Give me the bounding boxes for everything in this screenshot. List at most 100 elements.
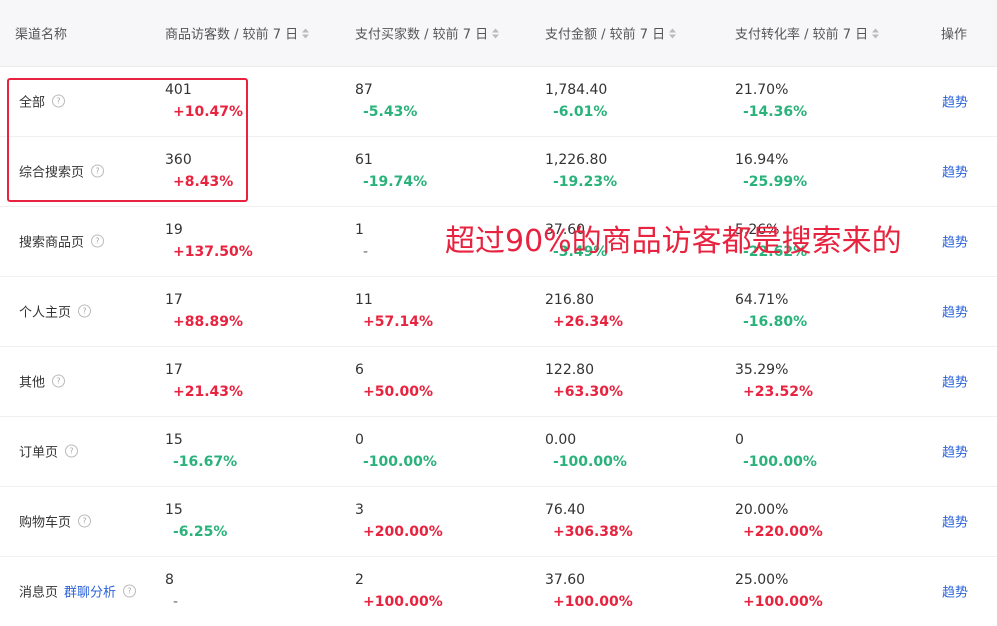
question-circle-icon[interactable]: ?: [65, 444, 79, 458]
conv-change: +220.00%: [743, 524, 823, 540]
channel-name: 消息页 群聊分析?: [19, 582, 137, 601]
conv-value: 35.29%: [735, 362, 789, 378]
conv-cell: 35.29% +23.52%: [735, 362, 813, 400]
amount-change: -19.23%: [553, 174, 618, 190]
question-circle-icon[interactable]: ?: [78, 304, 92, 318]
visitors-change: +88.89%: [173, 314, 244, 330]
amount-value: 37.60: [545, 222, 586, 238]
buyers-cell: 61 -19.74%: [355, 152, 427, 190]
table-row: 搜索商品页? 19 +137.50% 1-37.60 -3.49% 5.26% -22.62…: [0, 206, 997, 277]
conv-value: 25.00%: [735, 572, 789, 588]
header-action: 操作: [941, 27, 968, 43]
trend-link[interactable]: 趋势: [942, 95, 969, 111]
header-buyers[interactable]: 支付买家数 / 较前 7 日: [355, 24, 500, 43]
amount-change: +306.38%: [553, 524, 633, 540]
channel-name: 购物车页?: [19, 512, 92, 531]
channel-name: 个人主页?: [19, 302, 92, 321]
buyers-change: +50.00%: [363, 384, 434, 400]
amount-value: 37.60: [545, 572, 586, 588]
table-row: 订单页? 15 -16.67% 0 -100.00% 0.00 -100.00% 0 -100.…: [0, 416, 997, 487]
amount-cell: 37.60 +100.00%: [545, 572, 633, 610]
amount-cell: 1,226.80 -19.23%: [545, 152, 617, 190]
question-circle-icon[interactable]: ?: [91, 234, 105, 248]
header-channel: 渠道名称: [15, 27, 68, 43]
conv-value: 0: [735, 432, 744, 448]
trend-link[interactable]: 趋势: [942, 585, 969, 601]
conv-cell: 0 -100.00%: [735, 432, 817, 470]
sort-caret-icon[interactable]: [492, 28, 500, 38]
conv-change: -100.00%: [743, 454, 817, 470]
question-circle-icon[interactable]: ?: [52, 94, 66, 108]
channel-name: 其他?: [19, 372, 66, 391]
visitors-change: +21.43%: [173, 384, 244, 400]
buyers-cell: 2 +100.00%: [355, 572, 443, 610]
visitors-value: 15: [165, 432, 183, 448]
buyers-change: -: [363, 244, 369, 260]
header-conversion[interactable]: 支付转化率 / 较前 7 日: [735, 24, 880, 43]
buyers-change: -100.00%: [363, 454, 437, 470]
buyers-cell: 1-: [355, 222, 368, 260]
conv-value: 5.26%: [735, 222, 780, 238]
buyers-cell: 0 -100.00%: [355, 432, 437, 470]
conv-change: -25.99%: [743, 174, 808, 190]
trend-link[interactable]: 趋势: [942, 375, 969, 391]
buyers-cell: 87 -5.43%: [355, 82, 417, 120]
buyers-value: 1: [355, 222, 364, 238]
buyers-change: +200.00%: [363, 524, 443, 540]
annotation-text: 超过90%的商品访客都是搜索来的: [445, 224, 902, 259]
conv-value: 20.00%: [735, 502, 789, 518]
amount-cell: 1,784.40 -6.01%: [545, 82, 607, 120]
conv-change: -14.36%: [743, 104, 808, 120]
question-circle-icon[interactable]: ?: [78, 514, 92, 528]
buyers-change: +57.14%: [363, 314, 434, 330]
group-chat-analysis-link[interactable]: 群聊分析: [64, 585, 117, 601]
amount-change: +63.30%: [553, 384, 624, 400]
trend-link[interactable]: 趋势: [942, 445, 969, 461]
amount-value: 0.00: [545, 432, 577, 448]
channel-name: 搜索商品页?: [19, 232, 105, 251]
question-circle-icon[interactable]: ?: [91, 164, 105, 178]
visitors-value: 17: [165, 292, 183, 308]
buyers-value: 3: [355, 502, 364, 518]
sort-caret-icon[interactable]: [302, 28, 310, 38]
visitors-value: 15: [165, 502, 183, 518]
buyers-value: 6: [355, 362, 364, 378]
amount-cell: 37.60 -3.49%: [545, 222, 607, 260]
table-header: 渠道名称 商品访客数 / 较前 7 日 支付买家数 / 较前 7 日 支付金额 …: [0, 0, 997, 67]
visitors-change: -: [173, 594, 179, 610]
amount-value: 122.80: [545, 362, 594, 378]
sort-caret-icon[interactable]: [669, 28, 677, 38]
buyers-cell: 11 +57.14%: [355, 292, 433, 330]
conv-change: +23.52%: [743, 384, 814, 400]
visitors-change: +10.47%: [173, 104, 244, 120]
amount-cell: 0.00 -100.00%: [545, 432, 627, 470]
question-circle-icon[interactable]: ?: [123, 584, 137, 598]
visitors-change: -16.67%: [173, 454, 238, 470]
visitors-cell: 17 +88.89%: [165, 292, 243, 330]
channel-name: 订单页?: [19, 442, 79, 461]
table-row: 购物车页? 15 -6.25% 3 +200.00% 76.40 +306.38% 20.00…: [0, 486, 997, 557]
visitors-cell: 401 +10.47%: [165, 82, 243, 120]
trend-link[interactable]: 趋势: [942, 165, 969, 181]
header-visitors[interactable]: 商品访客数 / 较前 7 日: [165, 24, 310, 43]
header-amount[interactable]: 支付金额 / 较前 7 日: [545, 24, 677, 43]
visitors-value: 8: [165, 572, 174, 588]
sort-caret-icon[interactable]: [872, 28, 880, 38]
conv-cell: 64.71% -16.80%: [735, 292, 807, 330]
buyers-change: +100.00%: [363, 594, 443, 610]
visitors-cell: 15 -6.25%: [165, 502, 227, 540]
conv-value: 21.70%: [735, 82, 789, 98]
trend-link[interactable]: 趋势: [942, 515, 969, 531]
trend-link[interactable]: 趋势: [942, 305, 969, 321]
trend-link[interactable]: 趋势: [942, 235, 969, 251]
question-circle-icon[interactable]: ?: [52, 374, 66, 388]
buyers-value: 11: [355, 292, 373, 308]
amount-change: +100.00%: [553, 594, 633, 610]
visitors-value: 360: [165, 152, 192, 168]
buyers-cell: 3 +200.00%: [355, 502, 443, 540]
conv-cell: 21.70% -14.36%: [735, 82, 807, 120]
visitors-change: -6.25%: [173, 524, 228, 540]
conv-change: -16.80%: [743, 314, 808, 330]
buyers-value: 61: [355, 152, 373, 168]
amount-value: 1,226.80: [545, 152, 608, 168]
